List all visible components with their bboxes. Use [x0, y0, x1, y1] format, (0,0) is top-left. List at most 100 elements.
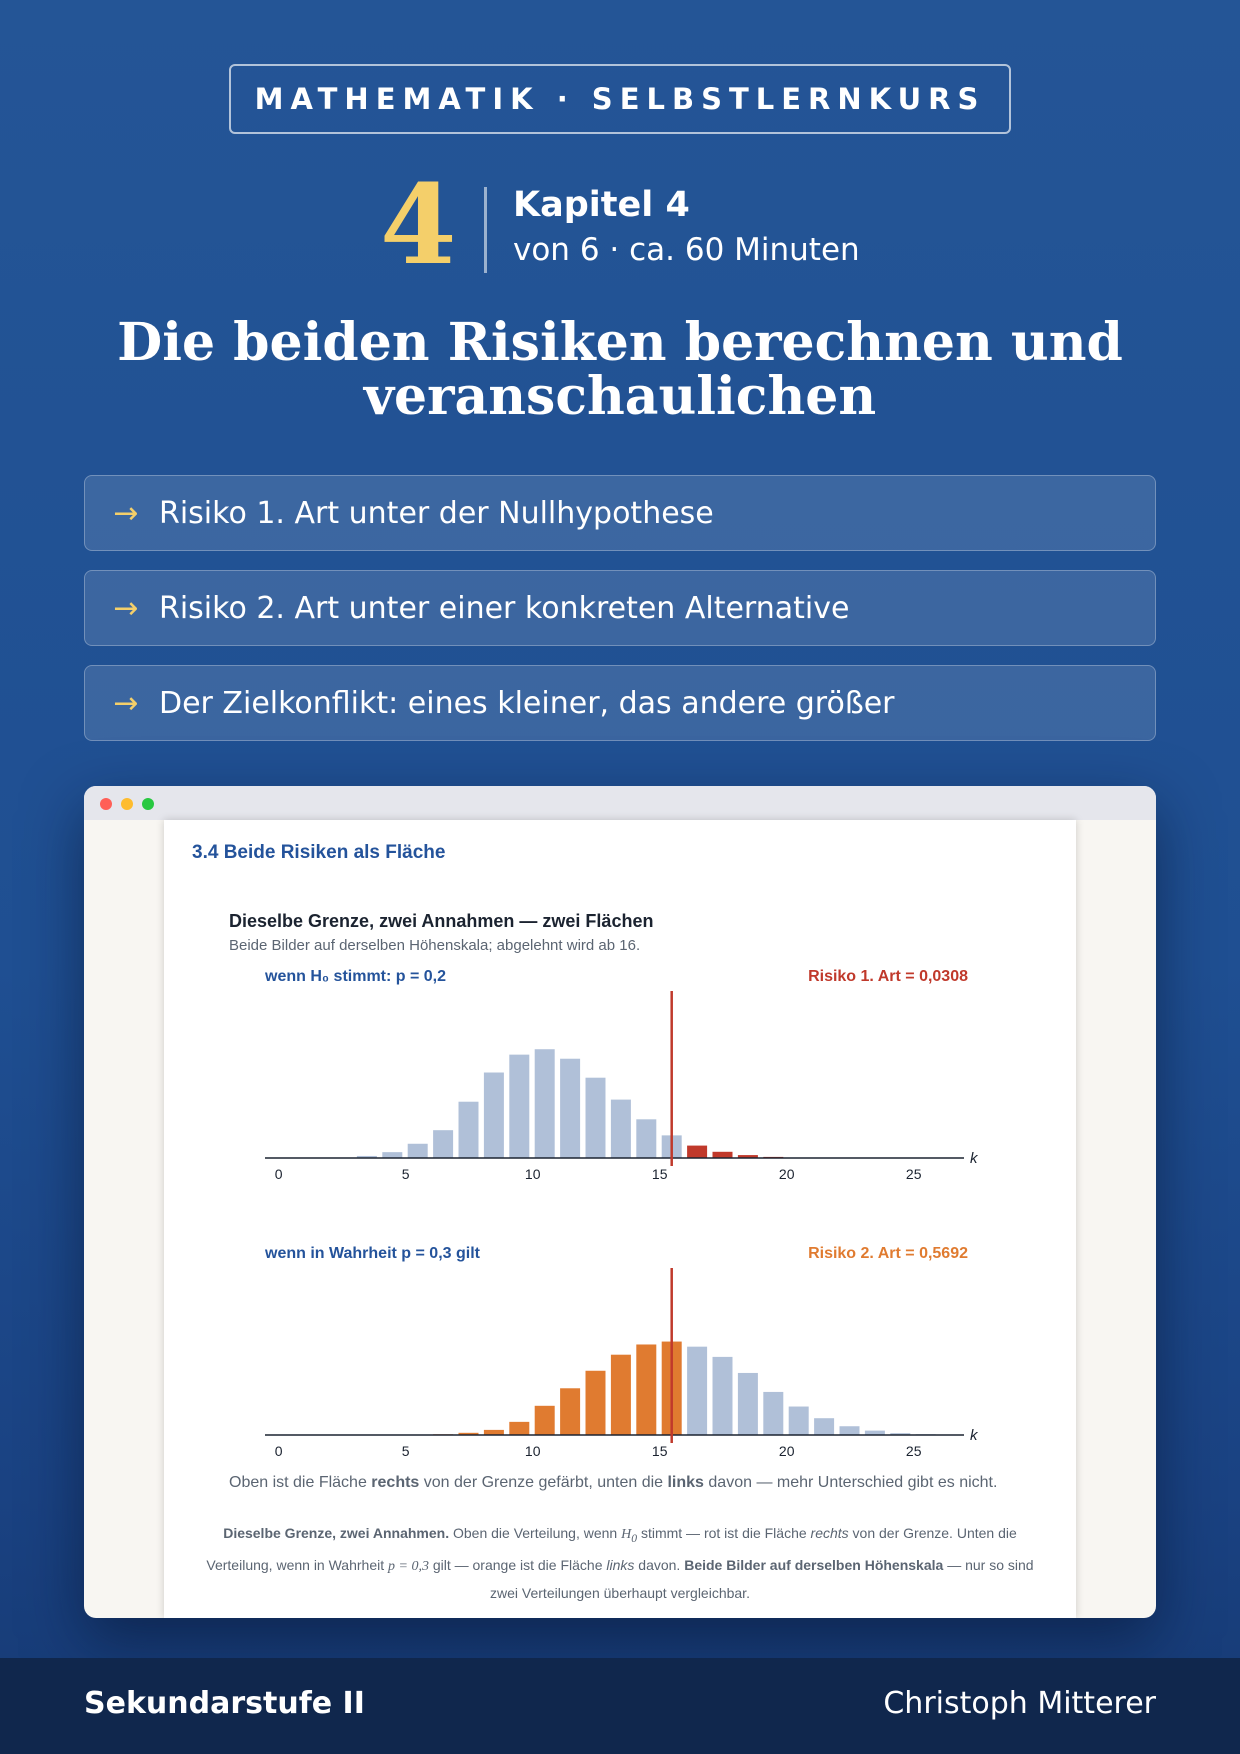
figure-caption: Dieselbe Grenze, zwei Annahmen. Oben die… — [192, 1520, 1048, 1606]
figure-subtitle: Beide Bilder auf derselben Höhenskala; a… — [229, 937, 641, 954]
chart-bar — [585, 1370, 606, 1435]
chart-bar — [534, 1049, 555, 1158]
chart-bar — [433, 1130, 454, 1158]
chart-bar — [763, 1391, 784, 1435]
footer-level: Sekundarstufe II — [84, 1686, 365, 1721]
x-axis-label: k — [970, 1427, 979, 1444]
caption-text: stimmt — rot ist die Fläche — [637, 1525, 811, 1541]
x-tick-label: 5 — [402, 1443, 410, 1459]
x-tick-label: 10 — [525, 1443, 541, 1459]
goal-text: Der Zielkonflikt: eines kleiner, das and… — [159, 685, 895, 721]
chart-bar — [356, 1155, 377, 1158]
window-titlebar — [84, 786, 1156, 820]
chapter-header: 4 Kapitel 4 von 6 · ca. 60 Minuten — [380, 170, 900, 280]
x-tick-label: 25 — [906, 1166, 922, 1182]
chart-bar — [712, 1151, 733, 1158]
footnote-text: davon — mehr Unterschied gibt es nicht. — [703, 1474, 998, 1491]
caption-text: gilt — orange ist die Fläche — [428, 1556, 607, 1573]
chart-bar — [687, 1346, 708, 1435]
chart-bar — [585, 1077, 606, 1158]
arrow-right-icon: → — [113, 685, 139, 721]
page-footer: Sekundarstufe II Christoph Mitterer — [0, 1658, 1240, 1754]
footnote-text: von der Grenze gefärbt, unten die — [419, 1474, 668, 1491]
x-tick-label: 20 — [779, 1166, 795, 1182]
chart-bar — [560, 1058, 581, 1158]
caption-bold: Dieselbe Grenze, zwei Annahmen. — [223, 1525, 450, 1541]
chart-bar — [560, 1388, 581, 1435]
caption-text: — nur so sind zwei Verteilungen überhaup… — [490, 1556, 1034, 1601]
chart-bar — [737, 1372, 758, 1435]
chart-bar — [458, 1432, 479, 1435]
chart-bar — [509, 1421, 530, 1435]
x-axis-label: k — [970, 1150, 979, 1167]
chart-bar — [737, 1155, 758, 1158]
x-tick-label: 15 — [652, 1166, 668, 1182]
goal-item: → Risiko 2. Art unter einer konkreten Al… — [84, 570, 1156, 646]
caption-math: H0 — [621, 1527, 638, 1545]
maximize-button[interactable] — [142, 798, 154, 810]
chart-bar — [636, 1344, 657, 1435]
arrow-right-icon: → — [113, 590, 139, 626]
x-tick-label: 15 — [652, 1443, 668, 1459]
chart-bar — [458, 1101, 479, 1158]
figure-footnote: Oben ist die Fläche rechts von der Grenz… — [229, 1474, 997, 1492]
caption-italic: rechts — [810, 1525, 849, 1541]
page-title: Die beiden Risiken berechnen und veransc… — [117, 312, 1123, 427]
x-tick-label: 10 — [525, 1166, 541, 1182]
chapter-number: 4 — [380, 160, 457, 289]
goal-item: → Risiko 1. Art unter der Nullhypothese — [84, 475, 1156, 551]
chart-bar — [839, 1426, 860, 1435]
footnote-emphasis: links — [667, 1474, 704, 1491]
chart-label-left: wenn H₀ stimmt: p = 0,2 — [264, 968, 446, 985]
chapter-divider — [484, 187, 487, 273]
chart-bar — [687, 1145, 708, 1158]
caption-text: davon. — [634, 1556, 685, 1573]
x-tick-label: 0 — [275, 1166, 283, 1182]
chart-bar — [483, 1429, 504, 1435]
section-title: 3.4 Beide Risiken als Fläche — [192, 842, 446, 863]
footer-author: Christoph Mitterer — [883, 1686, 1156, 1721]
goal-text: Risiko 1. Art unter der Nullhypothese — [159, 495, 714, 531]
chart-bar — [534, 1405, 555, 1435]
course-badge: MATHEMATIK · SELBSTLERNKURS — [229, 64, 1011, 134]
caption-bold: Beide Bilder auf derselben Höhenskala — [684, 1556, 944, 1573]
x-tick-label: 0 — [275, 1443, 283, 1459]
chart-label-left: wenn in Wahrheit p = 0,3 gilt — [264, 1245, 481, 1262]
chart-bar — [636, 1119, 657, 1158]
footnote-emphasis: rechts — [371, 1474, 420, 1491]
preview-window: 3.4 Beide Risiken als Fläche Dieselbe Gr… — [84, 786, 1156, 1618]
chapter-subtitle: von 6 · ca. 60 Minuten — [513, 232, 860, 268]
chart-bar — [382, 1152, 403, 1158]
chart-bar — [407, 1143, 428, 1158]
chart-bar — [814, 1418, 835, 1435]
chart-label-right: Risiko 2. Art = 0,5692 — [808, 1245, 968, 1262]
chart-bar — [788, 1406, 809, 1435]
chart-bar — [483, 1072, 504, 1158]
minimize-button[interactable] — [121, 798, 133, 810]
x-tick-label: 5 — [402, 1166, 410, 1182]
distribution-charts: wenn H₀ stimmt: p = 0,2 Risiko 1. Art = 0… — [264, 968, 979, 1459]
arrow-right-icon: → — [113, 495, 139, 531]
chart-bar — [610, 1099, 631, 1158]
chart-label-right: Risiko 1. Art = 0,0308 — [808, 968, 968, 985]
chart-bar — [712, 1356, 733, 1435]
figure-title: Dieselbe Grenze, zwei Annahmen — zwei Fl… — [229, 911, 654, 931]
goal-text: Risiko 2. Art unter einer konkreten Alte… — [159, 590, 850, 626]
caption-text: von der Grenze. Unten die Verteilung, we… — [206, 1525, 1017, 1573]
caption-math-symbol: H — [621, 1527, 632, 1542]
chart-bar — [864, 1430, 885, 1435]
chart-bar — [509, 1054, 530, 1158]
caption-math: p = 0,3 — [388, 1558, 429, 1574]
close-button[interactable] — [100, 798, 112, 810]
chart-bar — [890, 1433, 911, 1435]
caption-math-subscript: 0 — [631, 1531, 638, 1545]
caption-text: Oben die Verteilung, wenn — [449, 1525, 622, 1541]
footnote-text: Oben ist die Fläche — [229, 1474, 372, 1491]
x-tick-label: 25 — [906, 1443, 922, 1459]
chart-bar — [610, 1354, 631, 1435]
caption-italic: links — [606, 1556, 635, 1573]
document-page: 3.4 Beide Risiken als Fläche Dieselbe Gr… — [164, 820, 1076, 1618]
goal-item: → Der Zielkonflikt: eines kleiner, das a… — [84, 665, 1156, 741]
x-tick-label: 20 — [779, 1443, 795, 1459]
chapter-title: Kapitel 4 — [513, 185, 690, 225]
